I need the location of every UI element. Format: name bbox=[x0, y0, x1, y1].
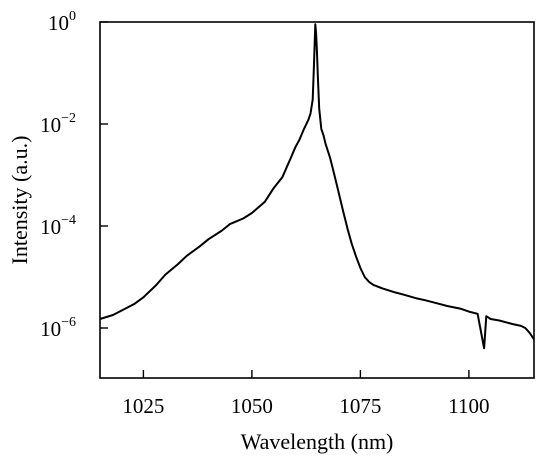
y-axis-title: Intensity (a.u.) bbox=[7, 136, 32, 265]
x-tick-label: 1050 bbox=[231, 394, 273, 418]
x-axis-ticks: 1025 1050 1075 1100 bbox=[122, 370, 490, 418]
y-tick-label: 10−4 bbox=[40, 213, 76, 239]
series-layer bbox=[99, 23, 535, 350]
y-tick-label: 10−6 bbox=[40, 315, 76, 341]
y-tick-label: 100 bbox=[48, 9, 76, 35]
x-tick-label: 1025 bbox=[122, 394, 164, 418]
plot-frame bbox=[99, 21, 535, 379]
x-tick-label: 1075 bbox=[339, 394, 381, 418]
x-axis-title: Wavelength (nm) bbox=[241, 429, 394, 454]
y-tick-label: 10−2 bbox=[40, 111, 76, 137]
x-tick-label: 1100 bbox=[448, 394, 489, 418]
spectrum-line bbox=[99, 23, 535, 350]
y-axis-ticks: 100 10−2 10−4 10−6 bbox=[40, 9, 108, 341]
